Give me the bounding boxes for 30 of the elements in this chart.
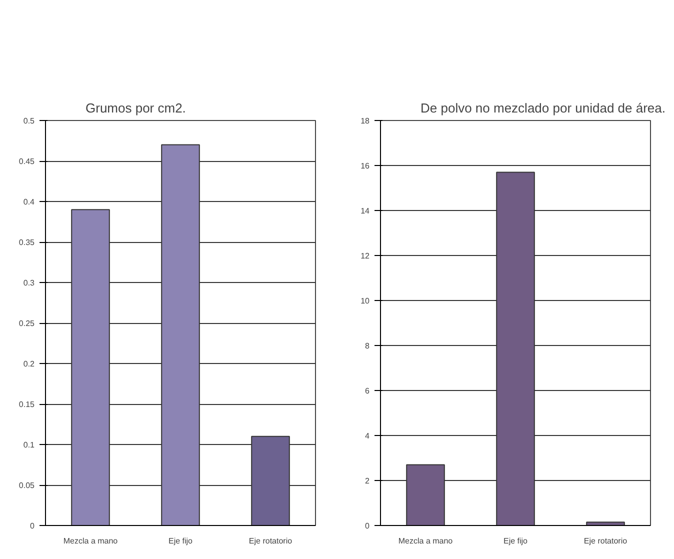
y-tick-label: 14 — [360, 206, 370, 216]
y-tick-label: 8 — [365, 342, 370, 350]
y-tick-label: 18 — [360, 116, 370, 126]
x-tick-label: Eje fijo — [168, 536, 194, 546]
x-tick-label: Eje rotatorio — [584, 536, 628, 546]
y-tick-label: 6 — [365, 386, 370, 396]
y-tick-label: 2 — [365, 476, 370, 486]
y-tick-label: 0.15 — [18, 400, 36, 409]
y-tick-label: 0.3 — [23, 278, 36, 288]
x-tick-label: Eje fijo — [503, 536, 528, 546]
y-tick-label: 12 — [360, 252, 370, 260]
chart-title: De polvo no mezclado por unidad de área. — [420, 100, 666, 116]
y-tick-label: 0.35 — [18, 238, 36, 247]
y-tick-label: 0.45 — [18, 157, 36, 166]
y-tick-label: 0 — [30, 522, 36, 530]
y-tick-label: 0.05 — [18, 481, 36, 490]
x-tick-label: Mezcla a mano — [63, 536, 118, 546]
bar — [586, 522, 625, 526]
x-tick-label: Eje rotatorio — [248, 536, 293, 546]
x-tick-label: Mezcla a mano — [398, 536, 454, 546]
y-tick-label: 0.25 — [18, 319, 36, 328]
y-tick-label: 0.5 — [23, 116, 36, 126]
chart-title: Grumos por cm2. — [86, 100, 186, 116]
y-tick-label: 0.2 — [23, 360, 36, 368]
y-tick-label: 0 — [365, 522, 370, 530]
y-tick-label: 16 — [360, 162, 370, 170]
y-tick-label: 4 — [365, 432, 370, 440]
y-tick-label: 0.1 — [23, 440, 36, 450]
y-tick-label: 10 — [360, 296, 370, 306]
y-tick-label: 0.4 — [23, 198, 36, 206]
